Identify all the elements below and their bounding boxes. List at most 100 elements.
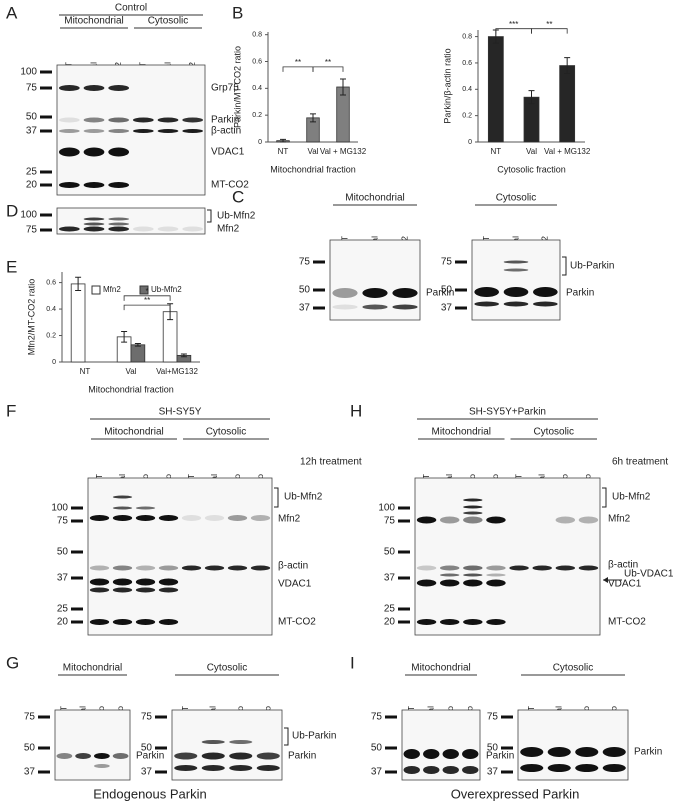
protein-label: VDAC1: [278, 579, 312, 590]
band: [486, 579, 506, 587]
blot: [414, 477, 601, 636]
x-tick-label: NT: [490, 147, 501, 156]
group-label: Mitochondrial: [432, 427, 491, 438]
band: [112, 565, 133, 571]
bracket: [274, 487, 279, 508]
marker-label: 25: [57, 604, 69, 615]
band: [463, 579, 483, 587]
band: [229, 752, 253, 760]
band: [181, 515, 202, 521]
band: [575, 764, 599, 772]
error-bar: [340, 78, 346, 96]
x-tick-label: Val + MG132: [544, 147, 591, 156]
band: [132, 129, 154, 133]
marker-label: 50: [57, 547, 69, 558]
bar: [130, 344, 146, 363]
protein-label: Parkin: [136, 751, 164, 762]
band: [108, 226, 130, 232]
band: [423, 766, 440, 774]
band: [463, 511, 483, 515]
band: [250, 515, 271, 521]
band: [503, 287, 529, 297]
error-bar: [180, 353, 187, 358]
band: [229, 765, 253, 771]
band: [83, 117, 105, 123]
blot: [56, 207, 206, 235]
band: [547, 764, 571, 772]
y-tick-label: 0.4: [46, 306, 56, 313]
marker-label: 50: [441, 285, 453, 296]
blot: [54, 709, 131, 781]
band: [332, 304, 358, 310]
band: [112, 587, 133, 593]
significance: ***: [509, 20, 518, 29]
protein-label: β-actin: [278, 561, 308, 572]
protein-label: Parkin: [634, 747, 662, 758]
band: [174, 765, 198, 771]
panel-label: A: [6, 3, 18, 22]
band: [201, 765, 225, 771]
group-label: Mitochondrial: [104, 427, 163, 438]
protein-label: MT-CO2: [608, 617, 646, 628]
blot-title: SH-SY5Y: [159, 407, 202, 418]
band: [83, 129, 105, 133]
significance: *: [146, 287, 149, 296]
band: [112, 515, 133, 521]
marker-label: 75: [24, 712, 36, 723]
group-label: Mitochondrial: [345, 193, 404, 204]
band: [83, 226, 105, 232]
marker-label: 20: [384, 617, 396, 628]
panel-label: F: [6, 401, 16, 420]
band: [442, 749, 459, 759]
band: [403, 766, 420, 774]
protein-label: β-actin: [211, 126, 241, 137]
significance: **: [325, 58, 331, 67]
band: [332, 288, 358, 298]
panel-label: B: [232, 3, 243, 22]
y-tick-label: 0.6: [462, 60, 472, 67]
y-tick-label: 0.2: [462, 112, 472, 119]
blot: [87, 477, 273, 636]
y-tick-label: 0.4: [252, 85, 262, 92]
band: [392, 288, 418, 298]
band: [463, 498, 483, 502]
legend-label: Mfn2: [103, 285, 121, 294]
band: [463, 619, 483, 625]
significance: **: [546, 20, 552, 29]
marker-label: 20: [57, 617, 69, 628]
band: [462, 766, 479, 774]
band: [503, 301, 529, 307]
y-tick-label: 0.8: [252, 32, 262, 39]
band: [416, 619, 437, 625]
band: [135, 619, 156, 625]
band: [463, 565, 483, 571]
significance-bracket: [123, 295, 171, 301]
panel-label: I: [350, 653, 355, 672]
band: [108, 85, 130, 91]
band: [157, 129, 179, 133]
marker-label: 37: [141, 767, 153, 778]
marker-label: 25: [384, 604, 396, 615]
x-axis-label: Cytosolic fraction: [497, 164, 566, 174]
marker-label: 75: [141, 712, 153, 723]
marker-label: 50: [299, 285, 311, 296]
blot: [56, 64, 206, 196]
group-label: Cytosolic: [496, 193, 537, 204]
marker-label: 100: [20, 210, 37, 221]
marker-label: 37: [299, 303, 311, 314]
band: [439, 565, 460, 571]
band: [182, 226, 204, 232]
band: [463, 573, 483, 577]
band: [486, 573, 506, 577]
y-tick-label: 0.2: [46, 332, 56, 339]
band: [555, 565, 576, 571]
legend-swatch: [139, 285, 149, 295]
marker-label: 37: [371, 767, 383, 778]
protein-label: VDAC1: [211, 147, 245, 158]
band: [227, 515, 248, 521]
band: [108, 147, 130, 157]
band: [532, 565, 552, 571]
blot-title: Control: [115, 3, 147, 14]
band: [520, 747, 544, 757]
marker-label: 50: [26, 112, 38, 123]
